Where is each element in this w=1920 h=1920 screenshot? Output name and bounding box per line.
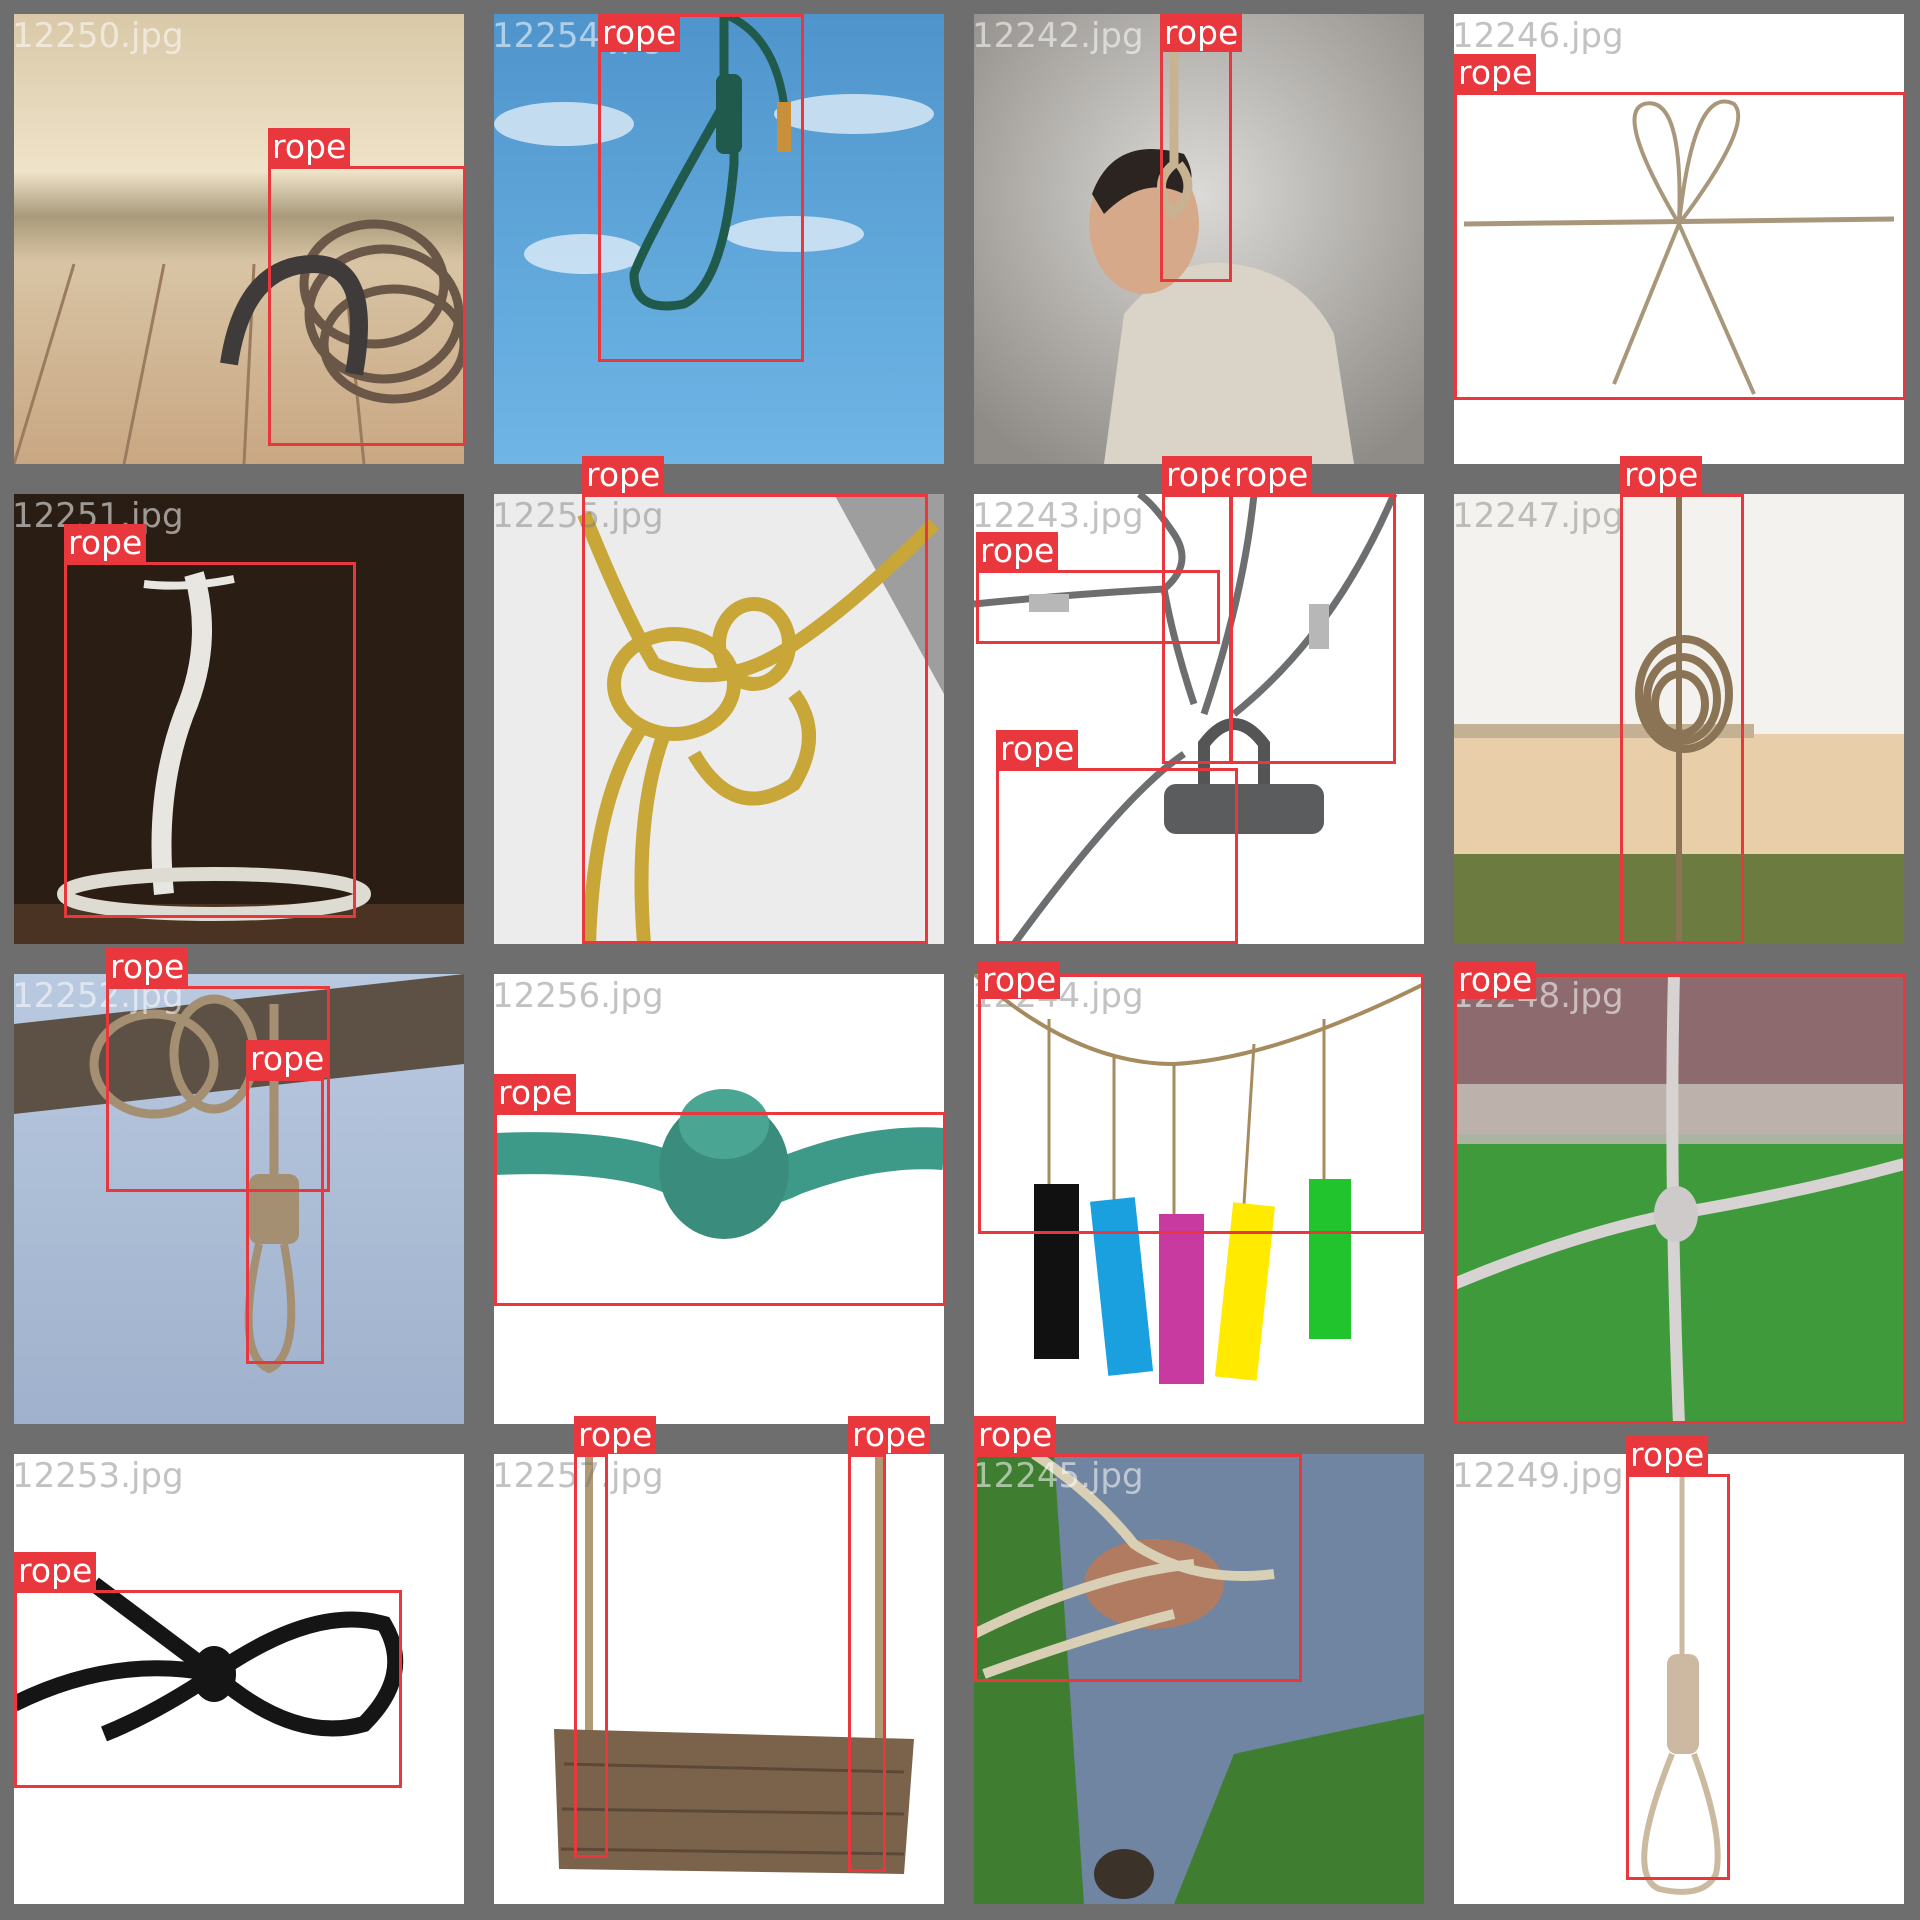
filename-label: 12247.jpg — [1454, 496, 1624, 536]
tile-12242: 12242.jpg — [974, 14, 1424, 464]
tile-12248: 12248.jpg — [1454, 974, 1904, 1424]
tile-12253: 12253.jpg — [14, 1454, 464, 1904]
photo-noose-sky — [494, 14, 944, 464]
photo-rope-coil-building — [1454, 494, 1904, 944]
tile-12252: 12252.jpg — [14, 974, 464, 1424]
tile-12255: 12255.jpg — [494, 494, 944, 944]
filename-label: 12254.jpg — [494, 16, 664, 56]
filename-label: 12246.jpg — [1454, 16, 1624, 56]
photo-net-knot-stadium — [1454, 974, 1904, 1424]
tile-12251: 12251.jpg — [14, 494, 464, 944]
filename-label: 12249.jpg — [1454, 1456, 1624, 1496]
photo-noose-beam — [14, 974, 464, 1424]
tile-12257: 12257.jpg — [494, 1454, 944, 1904]
photo-stiff-rope — [14, 494, 464, 944]
filename-label: 12256.jpg — [494, 976, 664, 1016]
photo-twine-bow — [1454, 14, 1904, 464]
filename-label: 12252.jpg — [14, 976, 184, 1016]
tile-12250: 12250.jpg — [14, 14, 464, 464]
tile-12254: 12254.jpg — [494, 14, 944, 464]
tile-12249: 12249.jpg — [1454, 1454, 1904, 1904]
photo-yellow-knot — [494, 494, 944, 944]
tile-12244: 12244.jpg — [974, 974, 1424, 1424]
tile-12243: 12243.jpg — [974, 494, 1424, 944]
filename-label: 12242.jpg — [974, 16, 1144, 56]
tile-12256: 12256.jpg — [494, 974, 944, 1424]
tile-12245: 12245.jpg — [974, 1454, 1424, 1904]
photo-green-rope-knot — [494, 974, 944, 1424]
filename-label: 12253.jpg — [14, 1456, 184, 1496]
tile-12246: 12246.jpg — [1454, 14, 1904, 464]
photo-color-tags-string — [974, 974, 1424, 1424]
photo-noose-white — [1454, 1454, 1904, 1904]
filename-label: 12244.jpg — [974, 976, 1144, 1016]
filename-label: 12255.jpg — [494, 496, 664, 536]
photo-hands-rope-grass — [974, 1454, 1424, 1904]
filename-label: 12257.jpg — [494, 1456, 664, 1496]
tile-12247: 12247.jpg — [1454, 494, 1904, 944]
photo-man-noose — [974, 14, 1424, 464]
filename-label: 12243.jpg — [974, 496, 1144, 536]
filename-label: 12248.jpg — [1454, 976, 1624, 1016]
filename-label: 12250.jpg — [14, 16, 184, 56]
photo-black-lace-bow — [14, 1454, 464, 1904]
filename-label: 12245.jpg — [974, 1456, 1144, 1496]
photo-steel-cable-lock — [974, 494, 1424, 944]
photo-horseshoe-rope — [14, 14, 464, 464]
filename-label: 12251.jpg — [14, 496, 184, 536]
photo-rope-swing — [494, 1454, 944, 1904]
